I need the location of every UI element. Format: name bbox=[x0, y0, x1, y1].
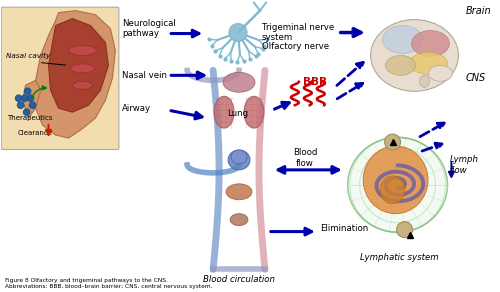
Ellipse shape bbox=[214, 96, 234, 128]
Circle shape bbox=[384, 134, 400, 150]
Ellipse shape bbox=[363, 146, 428, 214]
Ellipse shape bbox=[420, 75, 430, 87]
Text: Trigeminal nerve
system: Trigeminal nerve system bbox=[262, 22, 334, 42]
Circle shape bbox=[396, 222, 412, 238]
Text: Nasal vein: Nasal vein bbox=[122, 71, 168, 80]
Circle shape bbox=[30, 102, 36, 108]
Circle shape bbox=[229, 24, 247, 41]
Circle shape bbox=[22, 95, 28, 101]
Circle shape bbox=[24, 109, 30, 115]
Text: Airway: Airway bbox=[122, 104, 152, 113]
Polygon shape bbox=[48, 19, 108, 112]
Ellipse shape bbox=[370, 20, 458, 91]
Text: Nasal cavity: Nasal cavity bbox=[6, 53, 50, 59]
Text: CNS: CNS bbox=[466, 73, 485, 83]
Ellipse shape bbox=[348, 138, 446, 231]
Text: Therapeutics: Therapeutics bbox=[6, 115, 52, 121]
Ellipse shape bbox=[380, 176, 405, 204]
Text: Elimination: Elimination bbox=[320, 224, 368, 233]
Ellipse shape bbox=[68, 46, 96, 55]
Text: BBB: BBB bbox=[303, 77, 327, 87]
Ellipse shape bbox=[382, 26, 422, 53]
Text: Lymph
flow: Lymph flow bbox=[450, 155, 478, 175]
Circle shape bbox=[16, 95, 22, 101]
Ellipse shape bbox=[70, 64, 94, 73]
Text: Neurological
pathway: Neurological pathway bbox=[122, 19, 176, 38]
Ellipse shape bbox=[226, 184, 252, 200]
Text: Lymphatic system: Lymphatic system bbox=[360, 253, 439, 262]
Text: Blood
flow: Blood flow bbox=[292, 148, 317, 168]
Ellipse shape bbox=[231, 150, 247, 164]
Text: Figure 8 Olfactory and trigeminal pathways to the CNS.
Abbreviations: BBB, blood: Figure 8 Olfactory and trigeminal pathwa… bbox=[5, 278, 212, 289]
Ellipse shape bbox=[223, 72, 255, 92]
Polygon shape bbox=[36, 11, 116, 138]
Circle shape bbox=[18, 102, 24, 108]
Text: Blood circulation: Blood circulation bbox=[203, 275, 275, 284]
Ellipse shape bbox=[386, 55, 416, 75]
Polygon shape bbox=[22, 80, 40, 118]
Ellipse shape bbox=[428, 65, 452, 81]
Text: Lung: Lung bbox=[228, 109, 248, 118]
Ellipse shape bbox=[412, 31, 450, 56]
Circle shape bbox=[24, 88, 31, 94]
Text: Clearance: Clearance bbox=[18, 130, 52, 136]
Text: Olfactory nerve: Olfactory nerve bbox=[262, 43, 329, 51]
Circle shape bbox=[28, 95, 34, 101]
Ellipse shape bbox=[72, 81, 92, 89]
Text: Brain: Brain bbox=[466, 6, 491, 16]
Ellipse shape bbox=[228, 150, 250, 170]
FancyBboxPatch shape bbox=[1, 7, 119, 150]
Ellipse shape bbox=[410, 53, 448, 74]
Ellipse shape bbox=[230, 214, 248, 226]
Ellipse shape bbox=[244, 96, 264, 128]
